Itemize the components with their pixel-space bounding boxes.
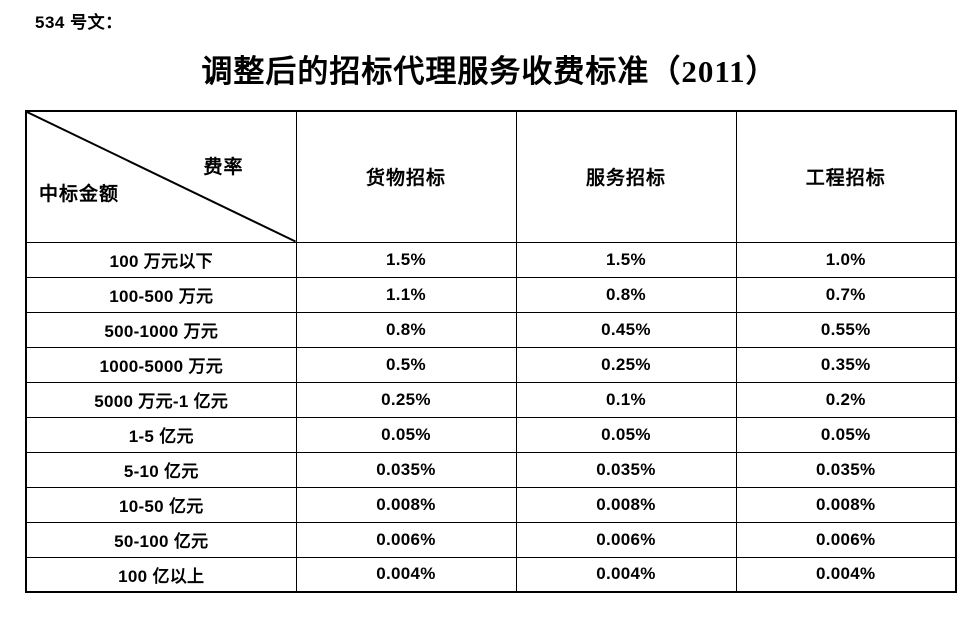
fee-value-cell: 0.05% [735,416,957,453]
row-label: 1-5 亿元 [25,416,297,453]
fee-value-cell: 0.006% [735,521,957,558]
table-header-row: 费率 中标金额 货物招标 服务招标 工程招标 [25,110,957,243]
table-row: 100 万元以下 1.5% 1.5% 1.0% [25,241,957,278]
row-label: 100 亿以上 [25,556,297,593]
fee-value-cell: 1.0% [735,241,957,278]
fee-value-cell: 0.8% [515,276,737,313]
fee-value-cell: 0.035% [295,451,517,488]
corner-header-cell: 费率 中标金额 [25,110,297,243]
fee-value-cell: 0.35% [735,346,957,383]
fee-value-cell: 0.035% [515,451,737,488]
fee-value-cell: 1.5% [515,241,737,278]
fee-value-cell: 1.5% [295,241,517,278]
fee-value-cell: 0.25% [295,381,517,418]
fee-value-cell: 0.2% [735,381,957,418]
row-label: 5000 万元-1 亿元 [25,381,297,418]
column-header-0: 货物招标 [295,110,517,243]
fee-value-cell: 0.006% [295,521,517,558]
fee-value-cell: 0.05% [515,416,737,453]
row-label: 100-500 万元 [25,276,297,313]
fee-value-cell: 0.05% [295,416,517,453]
fee-value-cell: 0.008% [295,486,517,523]
fee-value-cell: 0.004% [735,556,957,593]
fee-value-cell: 0.25% [515,346,737,383]
fee-value-cell: 1.1% [295,276,517,313]
row-label: 5-10 亿元 [25,451,297,488]
table-row: 1000-5000 万元 0.5% 0.25% 0.35% [25,346,957,383]
fee-value-cell: 0.008% [735,486,957,523]
fee-value-cell: 0.45% [515,311,737,348]
fee-rate-table: 费率 中标金额 货物招标 服务招标 工程招标 100 万元以下 1.5% 1.5% 1.0… [25,110,957,593]
fee-value-cell: 0.008% [515,486,737,523]
fee-value-cell: 0.035% [735,451,957,488]
table-row: 100 亿以上 0.004% 0.004% 0.004% [25,556,957,593]
table-row: 5000 万元-1 亿元 0.25% 0.1% 0.2% [25,381,957,418]
fee-value-cell: 0.55% [735,311,957,348]
column-header-1: 服务招标 [515,110,737,243]
fee-value-cell: 0.004% [295,556,517,593]
table-row: 10-50 亿元 0.008% 0.008% 0.008% [25,486,957,523]
fee-value-cell: 0.8% [295,311,517,348]
row-label: 500-1000 万元 [25,311,297,348]
doc-ref-label: 534 号文： [35,13,123,32]
diagonal-divider-line [27,112,295,241]
table-row: 50-100 亿元 0.006% 0.006% 0.006% [25,521,957,558]
fee-value-cell: 0.5% [295,346,517,383]
fee-value-cell: 0.7% [735,276,957,313]
row-label: 50-100 亿元 [25,521,297,558]
row-label: 1000-5000 万元 [25,346,297,383]
corner-label-fee-rate: 费率 [203,157,244,178]
fee-table-body: 100 万元以下 1.5% 1.5% 1.0% 100-500 万元 1.1% 0.8% 0.… [25,241,957,593]
row-label: 100 万元以下 [25,241,297,278]
fee-value-cell: 0.004% [515,556,737,593]
table-row: 1-5 亿元 0.05% 0.05% 0.05% [25,416,957,453]
fee-value-cell: 0.006% [515,521,737,558]
fee-value-cell: 0.1% [515,381,737,418]
page-title: 调整后的招标代理服务收费标准（2011） [201,54,778,89]
column-header-2: 工程招标 [735,110,957,243]
table-row: 500-1000 万元 0.8% 0.45% 0.55% [25,311,957,348]
table-row: 100-500 万元 1.1% 0.8% 0.7% [25,276,957,313]
corner-label-bid-amount: 中标金额 [39,183,120,205]
table-row: 5-10 亿元 0.035% 0.035% 0.035% [25,451,957,488]
row-label: 10-50 亿元 [25,486,297,523]
